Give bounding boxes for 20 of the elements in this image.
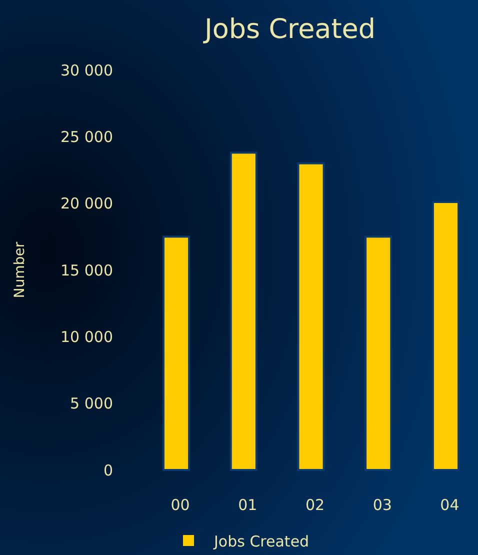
- y-tick-label: 5 000: [70, 394, 113, 413]
- text: Jobs Created: [213, 532, 310, 550]
- x-tick-label: 03: [372, 496, 392, 514]
- bar: [364, 236, 392, 471]
- y-axis-title: Number: [12, 242, 28, 298]
- y-tick-label: 0: [103, 461, 113, 480]
- y-tick-label: 25 000: [60, 128, 113, 146]
- chart-title: Jobs Created: [202, 14, 376, 45]
- y-tick-label: 20 000: [60, 194, 113, 213]
- x-tick-label: 00: [170, 496, 190, 514]
- x-tick-label: 01: [238, 496, 258, 514]
- bar: [432, 201, 460, 471]
- bar: [230, 152, 258, 471]
- x-tick-label: 04: [440, 496, 460, 514]
- x-tick-label: 02: [305, 496, 325, 514]
- y-tick-label: 15 000: [60, 261, 113, 280]
- y-tick-label: 30 000: [60, 61, 113, 80]
- y-tick-label: 10 000: [60, 328, 113, 346]
- bar: [162, 236, 190, 471]
- bar: [297, 162, 325, 471]
